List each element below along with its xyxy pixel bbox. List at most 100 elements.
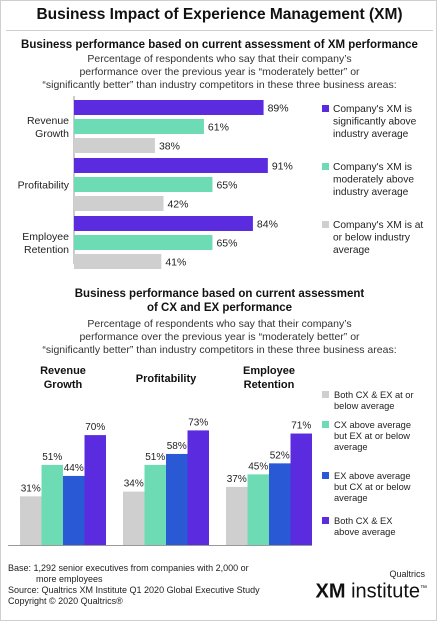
legend-label: significantly above <box>333 117 417 128</box>
bar <box>74 235 213 250</box>
bar <box>74 196 164 211</box>
logo-xm-institute: XM institute™ <box>316 579 427 602</box>
category-label: Revenue <box>27 115 69 127</box>
data-label: 34% <box>124 479 144 490</box>
bar <box>74 177 213 192</box>
legend-label: Company's XM is <box>333 104 412 115</box>
page-title: Business Impact of Experience Management… <box>36 6 403 23</box>
category-label: Employee <box>243 365 295 377</box>
legend-swatch <box>322 221 329 228</box>
data-label: 41% <box>165 257 186 269</box>
bar <box>74 216 253 231</box>
logo-xm: XM <box>315 580 346 603</box>
section1-desc-line: “significantly better” than industry com… <box>42 79 397 91</box>
category-label: Retention <box>24 244 69 256</box>
data-label: 45% <box>248 461 268 472</box>
section2-desc-line: Percentage of respondents who say that t… <box>87 318 352 330</box>
legend-swatch <box>322 517 329 524</box>
logo-tm: ™ <box>420 585 427 592</box>
bar <box>20 496 42 545</box>
bar <box>74 119 204 134</box>
section1-desc-line: Percentage of respondents who say that t… <box>87 53 352 65</box>
bar <box>226 486 248 545</box>
legend-label: Company's XM is <box>333 162 412 173</box>
bar <box>247 474 269 545</box>
category-label: Growth <box>35 128 69 140</box>
cx-ex-performance-chart: RevenueGrowth31%51%44%70%Profitability34… <box>8 365 414 546</box>
legend-label: Both CX & EX <box>334 516 392 526</box>
footnote-source: Source: Qualtrics XM Institute Q1 2020 G… <box>8 585 260 595</box>
section2-desc-line: performance over the previous year is “m… <box>79 331 360 343</box>
data-label: 73% <box>188 417 208 428</box>
legend-label: Both CX & EX at or <box>334 390 414 400</box>
bar <box>63 475 85 545</box>
data-label: 61% <box>208 122 229 134</box>
legend-swatch <box>322 421 329 428</box>
bar <box>41 464 63 545</box>
section1-subtitle: Business performance based on current as… <box>21 39 418 51</box>
bar <box>74 100 264 115</box>
legend-label: but EX at or below <box>334 431 410 441</box>
legend-label: or below industry <box>333 233 411 244</box>
legend-swatch <box>322 163 329 170</box>
bar <box>269 463 291 545</box>
data-label: 71% <box>291 421 311 432</box>
legend-label: CX above average <box>334 420 411 430</box>
legend-label: above average <box>334 527 396 537</box>
legend-label: below average <box>334 401 394 411</box>
footnote-base: Base: 1,292 senior executives from compa… <box>8 563 249 573</box>
data-label: 70% <box>85 422 105 433</box>
section2-subtitle: Business performance based on current as… <box>0 287 439 315</box>
data-label: 38% <box>159 141 180 153</box>
data-label: 51% <box>145 452 165 463</box>
section2-subtitle-line: Business performance based on current as… <box>74 288 365 300</box>
section2-description: Percentage of respondents who say that t… <box>0 318 439 357</box>
legend-label: average <box>334 442 368 452</box>
data-label: 44% <box>64 463 84 474</box>
bar <box>166 453 188 545</box>
footnote: Base: 1,292 senior executives from compa… <box>8 563 308 607</box>
data-label: 65% <box>216 180 237 192</box>
legend-swatch <box>322 472 329 479</box>
bar <box>74 138 155 153</box>
legend-label: average <box>333 245 370 256</box>
data-label: 91% <box>272 161 293 173</box>
bar <box>74 254 162 269</box>
category-label: Retention <box>244 379 295 391</box>
category-label: Revenue <box>40 365 86 377</box>
data-label: 84% <box>257 219 278 231</box>
bar <box>144 464 166 545</box>
footnote-copyright: Copyright © 2020 Qualtrics® <box>8 596 123 606</box>
category-label: Growth <box>44 379 83 391</box>
bar <box>123 491 145 545</box>
footnote-base-cont: more employees <box>36 574 103 584</box>
data-label: 37% <box>227 474 247 485</box>
data-label: 58% <box>167 441 187 452</box>
legend-label: but CX at or below <box>334 482 411 492</box>
legend-label: industry average <box>333 129 409 140</box>
section2-subtitle-line: of CX and EX performance <box>146 302 293 314</box>
data-label: 52% <box>270 450 290 461</box>
legend-label: average <box>334 493 368 503</box>
data-label: 65% <box>216 238 237 250</box>
data-label: 31% <box>21 483 41 494</box>
legend-swatch <box>322 105 329 112</box>
legend-swatch <box>322 391 329 398</box>
logo-qualtrics: Qualtrics <box>389 569 425 579</box>
data-label: 89% <box>268 103 289 115</box>
bar <box>290 433 312 545</box>
data-label: 51% <box>42 452 62 463</box>
category-label: Employee <box>22 231 69 243</box>
category-label: Profitability <box>18 180 70 192</box>
section1-description: Percentage of respondents who say that t… <box>0 53 439 92</box>
legend-label: moderately above <box>333 175 414 186</box>
data-label: 42% <box>167 199 188 211</box>
bar <box>84 435 106 545</box>
bar <box>74 158 268 173</box>
section2-desc-line: “significantly better” than industry com… <box>42 344 397 356</box>
legend-label: industry average <box>333 187 409 198</box>
legend-label: Company's XM is at <box>333 220 423 231</box>
logo-institute: institute <box>345 580 420 603</box>
title-divider <box>6 30 433 31</box>
